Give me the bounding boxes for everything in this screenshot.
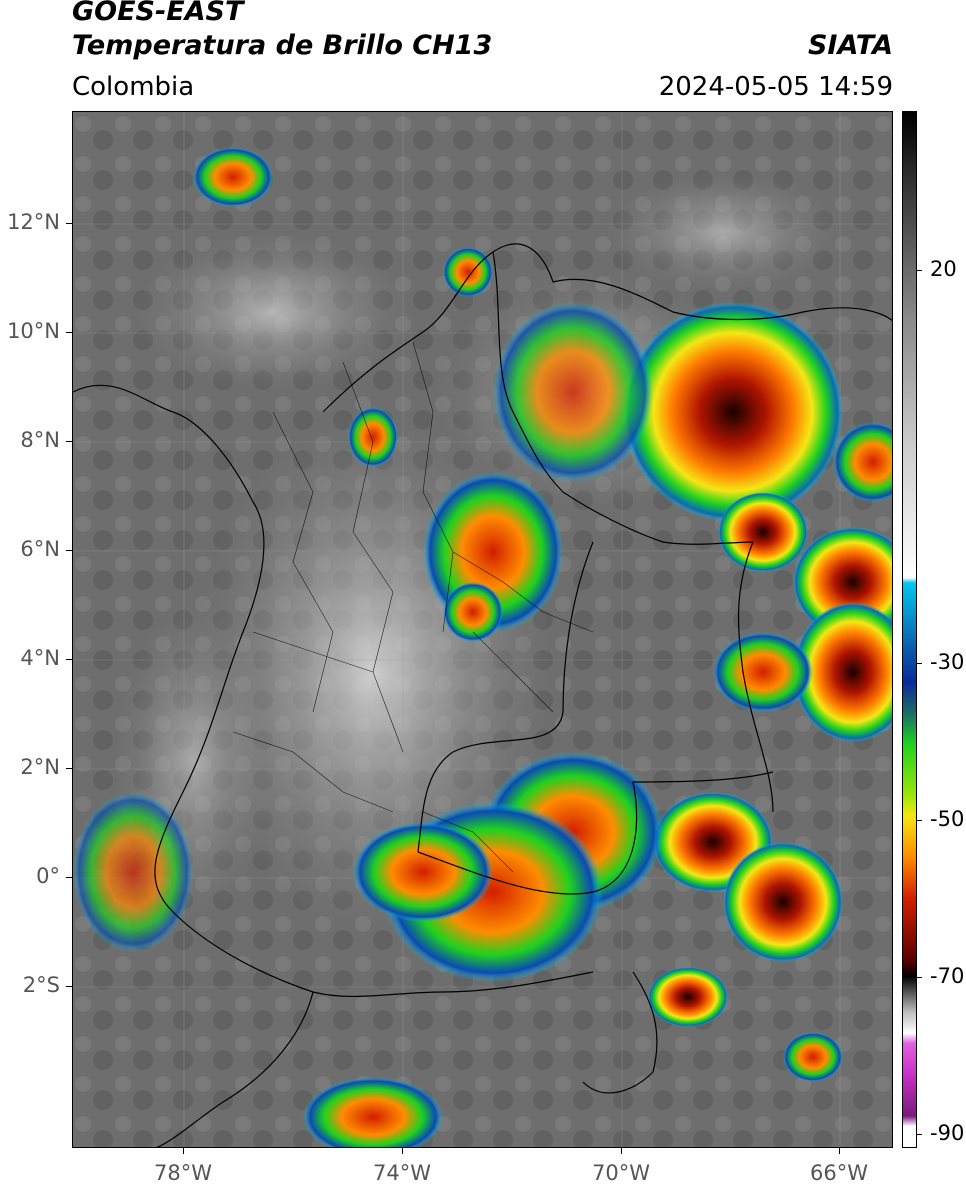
lat-tick <box>66 986 72 987</box>
country-borders <box>73 243 892 1147</box>
lat-tick <box>66 223 72 224</box>
subtitle-region: Colombia <box>72 72 195 102</box>
lat-label-0: 0° <box>36 864 60 888</box>
lat-label-6n: 6°N <box>20 537 60 561</box>
title-product: Temperatura de Brillo CH13 <box>72 30 493 61</box>
lat-label-8n: 8°N <box>20 428 60 452</box>
lon-label-78w: 78°W <box>154 1161 212 1185</box>
satellite-map <box>72 111 893 1148</box>
lat-label-10n: 10°N <box>7 319 60 343</box>
lat-label-4n: 4°N <box>20 646 60 670</box>
colorbar <box>902 111 917 1148</box>
lat-tick <box>66 768 72 769</box>
lon-tick <box>183 1148 184 1154</box>
department-borders <box>232 341 594 873</box>
colorbar-label-minus90: -90 <box>930 1121 965 1145</box>
lon-tick <box>402 1148 403 1154</box>
lat-tick <box>66 877 72 878</box>
lat-tick <box>66 550 72 551</box>
colorbar-tick <box>917 977 922 978</box>
lon-tick <box>621 1148 622 1154</box>
organization-label: SIATA <box>807 30 893 61</box>
datetime-label: 2024-05-05 14:59 <box>658 72 893 102</box>
lon-label-74w: 74°W <box>373 1161 431 1185</box>
colorbar-label-minus50: -50 <box>930 807 965 831</box>
lat-label-12n: 12°N <box>7 210 60 234</box>
lat-label-2s: 2°S <box>22 973 60 997</box>
lat-tick <box>66 332 72 333</box>
colorbar-label-minus70: -70 <box>930 964 965 988</box>
colorbar-tick <box>917 270 922 271</box>
lon-label-70w: 70°W <box>592 1161 650 1185</box>
lon-tick <box>839 1148 840 1154</box>
colorbar-label-20: 20 <box>930 257 957 281</box>
colorbar-tick <box>917 820 922 821</box>
colorbar-tick <box>917 663 922 664</box>
lat-tick <box>66 659 72 660</box>
title-satellite: GOES-EAST <box>72 0 244 27</box>
colorbar-tick <box>917 1134 922 1135</box>
satellite-imagery <box>73 112 892 1147</box>
colorbar-label-minus30: -30 <box>930 650 965 674</box>
lat-tick <box>66 441 72 442</box>
lon-label-66w: 66°W <box>810 1161 868 1185</box>
lat-label-2n: 2°N <box>20 755 60 779</box>
